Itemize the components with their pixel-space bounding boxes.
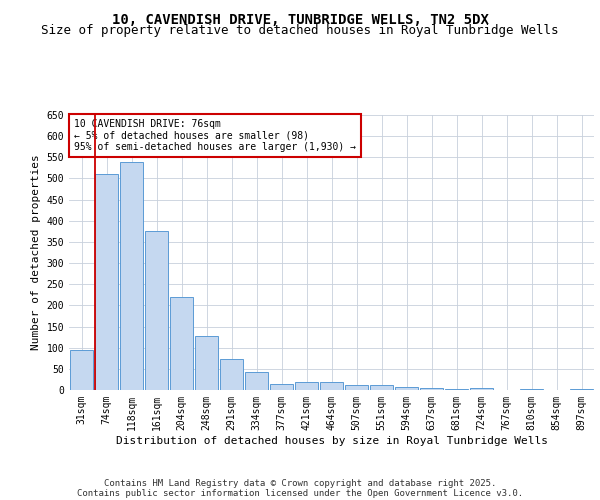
Bar xyxy=(420,388,443,390)
Bar xyxy=(395,387,418,390)
X-axis label: Distribution of detached houses by size in Royal Tunbridge Wells: Distribution of detached houses by size … xyxy=(115,436,548,446)
Bar xyxy=(345,386,368,390)
Bar xyxy=(120,162,143,390)
Bar xyxy=(520,388,543,390)
Bar xyxy=(370,386,393,390)
Bar xyxy=(95,174,118,390)
Text: Contains HM Land Registry data © Crown copyright and database right 2025.: Contains HM Land Registry data © Crown c… xyxy=(104,478,496,488)
Text: 10, CAVENDISH DRIVE, TUNBRIDGE WELLS, TN2 5DX: 10, CAVENDISH DRIVE, TUNBRIDGE WELLS, TN… xyxy=(112,12,488,26)
Bar xyxy=(220,359,243,390)
Bar xyxy=(320,382,343,390)
Bar xyxy=(170,297,193,390)
Bar xyxy=(245,372,268,390)
Text: Size of property relative to detached houses in Royal Tunbridge Wells: Size of property relative to detached ho… xyxy=(41,24,559,37)
Bar xyxy=(70,350,93,390)
Text: 10 CAVENDISH DRIVE: 76sqm
← 5% of detached houses are smaller (98)
95% of semi-d: 10 CAVENDISH DRIVE: 76sqm ← 5% of detach… xyxy=(74,119,356,152)
Bar xyxy=(570,388,593,390)
Bar xyxy=(270,384,293,390)
Bar xyxy=(295,382,318,390)
Y-axis label: Number of detached properties: Number of detached properties xyxy=(31,154,41,350)
Bar xyxy=(470,388,493,390)
Bar xyxy=(445,388,468,390)
Text: Contains public sector information licensed under the Open Government Licence v3: Contains public sector information licen… xyxy=(77,488,523,498)
Bar xyxy=(195,336,218,390)
Bar xyxy=(145,232,168,390)
